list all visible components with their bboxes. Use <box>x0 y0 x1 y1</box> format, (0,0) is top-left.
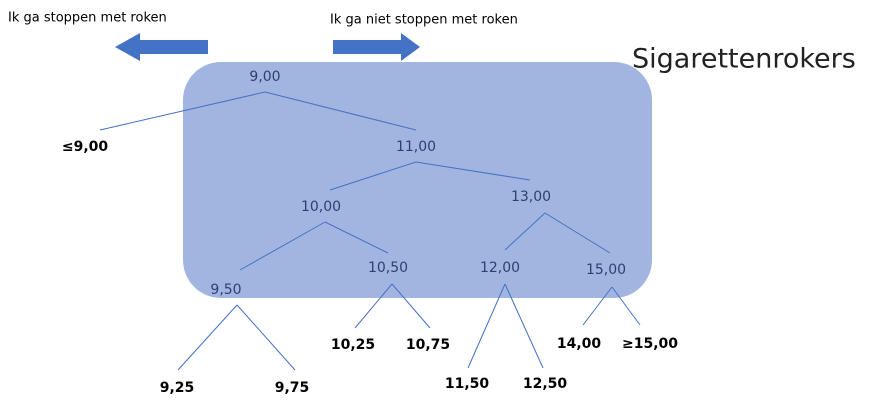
leaf: 12,50 <box>523 376 568 392</box>
node: 12,00 <box>480 260 520 276</box>
edge <box>329 161 417 191</box>
edge <box>239 221 326 271</box>
edge <box>415 161 531 181</box>
leaf: 10,75 <box>406 337 450 353</box>
edge <box>99 91 266 131</box>
edge <box>611 286 641 326</box>
edge <box>504 212 546 251</box>
leaf: 9,75 <box>275 380 310 396</box>
node: 15,00 <box>586 262 626 278</box>
edge <box>264 91 417 131</box>
right-arrow-label: Ik ga niet stoppen met roken <box>330 13 518 28</box>
edge <box>582 286 613 326</box>
leaf: 14,00 <box>557 336 602 352</box>
edge <box>544 212 611 254</box>
left-arrow <box>115 33 208 61</box>
edge <box>504 283 544 369</box>
left-arrow-label: Ik ga stoppen met roken <box>8 11 167 26</box>
edge <box>391 283 431 329</box>
node: 11,00 <box>396 139 436 155</box>
leaf: ≤9,00 <box>62 139 109 155</box>
edge <box>177 304 238 371</box>
node: 13,00 <box>511 189 551 205</box>
edge <box>236 304 296 371</box>
group-box <box>183 62 652 298</box>
right-arrow <box>333 33 420 61</box>
edge <box>324 221 389 254</box>
node: 10,50 <box>368 260 408 276</box>
leaf: 11,50 <box>445 376 490 392</box>
leaf: 9,25 <box>160 380 195 396</box>
edge <box>467 283 506 369</box>
edge <box>354 283 393 329</box>
node: 9,50 <box>210 282 241 298</box>
node: 9,00 <box>249 69 280 85</box>
node: 10,00 <box>301 199 341 215</box>
edges <box>99 91 641 371</box>
leaf: 10,25 <box>331 337 375 353</box>
leaf: ≥15,00 <box>622 336 678 352</box>
title: Sigarettenrokers <box>632 44 856 75</box>
